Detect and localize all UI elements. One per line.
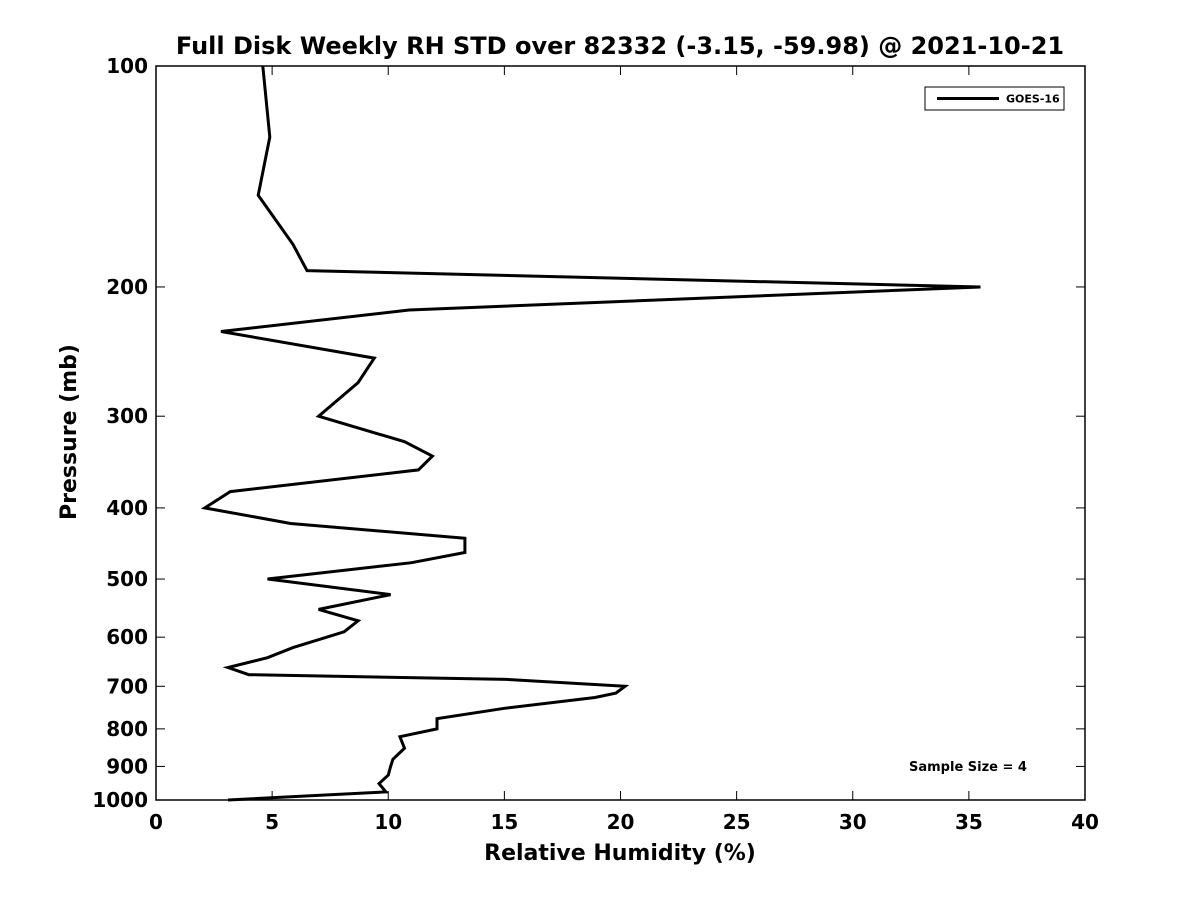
x-tick-label-35: 35: [955, 810, 983, 834]
x-tick-label-0: 0: [149, 810, 163, 834]
x-axis-label: Relative Humidity (%): [484, 841, 756, 866]
x-tick-label-15: 15: [490, 810, 518, 834]
x-tick-label-20: 20: [607, 810, 635, 834]
y-tick-label-100: 100: [106, 54, 148, 78]
y-tick-label-400: 400: [106, 496, 148, 520]
y-tick-label-800: 800: [106, 717, 148, 741]
y-tick-label-200: 200: [106, 275, 148, 299]
x-tick-label-10: 10: [374, 810, 402, 834]
x-tick-label-25: 25: [723, 810, 751, 834]
x-tick-label-30: 30: [839, 810, 867, 834]
x-tick-label-5: 5: [265, 810, 279, 834]
series-line-goes-16: [200, 65, 981, 802]
sample-size-annotation: Sample Size = 4: [909, 760, 1027, 775]
y-tick-label-600: 600: [106, 625, 148, 649]
legend-label-goes-16: GOES-16: [1006, 93, 1060, 106]
y-tick-label-500: 500: [106, 567, 148, 591]
y-tick-label-900: 900: [106, 754, 148, 778]
axis-tick-labels: 0 5 10 15 20 25 30 35 40 100 200 300 400 500 600 700 800…: [92, 54, 1099, 834]
y-tick-label-300: 300: [106, 404, 148, 428]
legend: GOES-16: [924, 86, 1065, 111]
y-axis-label: Pressure (mb): [57, 344, 82, 520]
y-tick-label-1000: 1000: [92, 788, 148, 812]
y-tick-label-700: 700: [106, 674, 148, 698]
plot-area-frame: [155, 65, 1086, 801]
chart-title: Full Disk Weekly RH STD over 82332 (-3.1…: [176, 32, 1064, 60]
x-tick-label-40: 40: [1071, 810, 1099, 834]
